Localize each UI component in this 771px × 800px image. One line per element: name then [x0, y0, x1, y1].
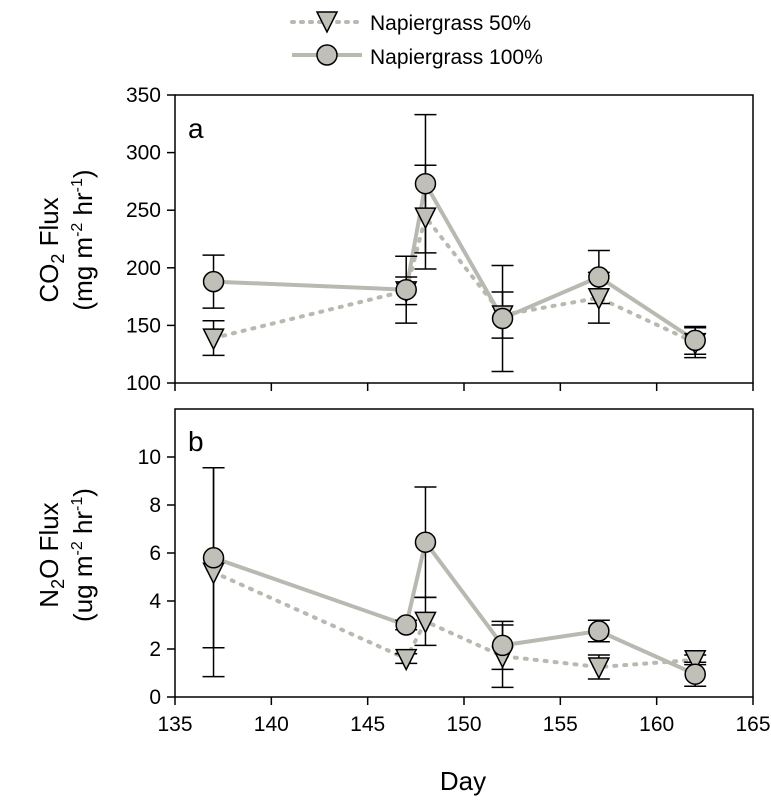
x-axis: 135 140 145 150 155 160 165 — [157, 713, 770, 736]
plot-frame — [174, 94, 754, 384]
series-line-napiergrass-100 — [213, 181, 697, 343]
data-point-napiergrass-100 — [202, 547, 225, 569]
data-point-napiergrass-50 — [414, 207, 437, 230]
x-tick-label: 140 — [254, 713, 289, 736]
panel-letter: a — [188, 113, 204, 144]
data-point-napiergrass-100 — [588, 620, 610, 642]
y-axis-title: CO2 Flux — [34, 197, 68, 302]
x-tick-label: 145 — [350, 713, 385, 736]
plot-frame — [174, 408, 754, 698]
legend-marker-100 — [316, 44, 338, 66]
data-point-napiergrass-100 — [414, 531, 437, 553]
y-axis-title-units: (ug m-2 hr-1) — [68, 488, 98, 622]
y-tick-label: 10 — [138, 446, 161, 469]
panel-a: a 100 150 200 250 300 350 CO2 Flux (mg m-2 hr… — [34, 84, 754, 395]
x-tick-label: 155 — [543, 713, 578, 736]
legend: Napiergrass 50% Napiergrass 100% — [290, 11, 543, 69]
panel-b: b 0 2 4 6 8 10 N2O Flux (ug m-2 hr-1) — [34, 408, 754, 709]
y-axis-title-units: (mg m-2 hr-1) — [68, 169, 98, 310]
data-point-napiergrass-100 — [395, 614, 417, 636]
data-point-napiergrass-50 — [414, 611, 437, 635]
y-tick-label: 200 — [126, 257, 161, 280]
data-point-napiergrass-100 — [684, 663, 706, 685]
data-point-napiergrass-100 — [588, 266, 610, 288]
y-tick-label: 4 — [149, 590, 161, 613]
data-point-napiergrass-100 — [684, 329, 706, 352]
x-tick-label: 135 — [157, 713, 192, 736]
y-tick-label: 150 — [126, 314, 161, 337]
series-line-napiergrass-100 — [212, 540, 697, 677]
y-tick-label: 250 — [126, 199, 161, 222]
data-point-napiergrass-100 — [395, 278, 417, 301]
legend-label-50: Napiergrass 50% — [370, 12, 531, 35]
series-line-napiergrass-50 — [211, 570, 698, 669]
x-tick-label: 160 — [639, 713, 674, 736]
data-point-napiergrass-50 — [394, 648, 418, 672]
data-point-napiergrass-50 — [202, 328, 225, 351]
panel-letter: b — [188, 426, 204, 457]
legend-label-100: Napiergrass 100% — [370, 46, 543, 69]
y-tick-label: 6 — [149, 542, 161, 565]
x-tick-label: 165 — [735, 713, 770, 736]
x-axis-title: Day — [440, 766, 486, 796]
y-tick-label: 300 — [126, 142, 161, 165]
y-tick-label: 100 — [126, 372, 161, 395]
data-point-napiergrass-100 — [491, 634, 514, 657]
y-axis-title: N2O Flux — [34, 502, 68, 607]
x-tick-label: 150 — [446, 713, 481, 736]
y-tick-label: 350 — [126, 84, 161, 107]
y-tick-label: 8 — [149, 494, 161, 517]
legend-marker-50 — [315, 11, 339, 34]
y-tick-label: 2 — [149, 638, 161, 661]
data-point-napiergrass-100 — [414, 172, 437, 195]
data-point-napiergrass-50 — [587, 657, 611, 680]
data-point-napiergrass-100 — [202, 270, 225, 293]
data-point-napiergrass-100 — [491, 307, 514, 330]
data-point-napiergrass-50 — [587, 288, 611, 311]
y-tick-label: 0 — [149, 686, 161, 709]
data-point-napiergrass-50 — [683, 650, 707, 673]
